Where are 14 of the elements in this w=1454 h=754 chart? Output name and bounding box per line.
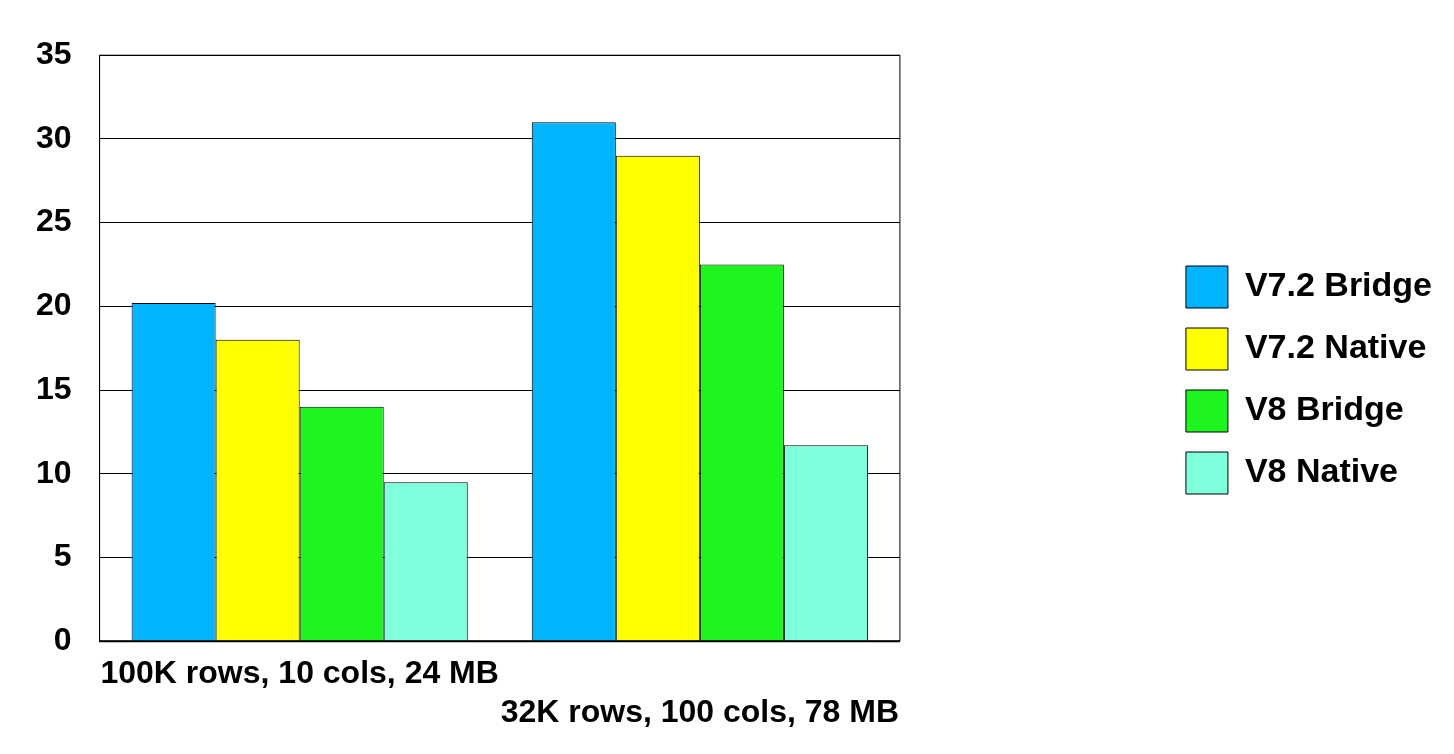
y-tick-label: 15 [36,369,72,406]
y-tick-label: 25 [36,202,72,239]
x-tick-label: 100K rows, 10 cols, 24 MB [100,654,499,691]
legend-label: V8 Bridge [1244,389,1404,428]
legend-label: V7.2 Bridge [1244,265,1433,304]
y-tick-label: 35 [36,35,72,72]
y-tick-label: 20 [36,286,72,323]
y-tick-label: 5 [53,537,72,574]
legend-label: V7.2 Native [1244,327,1427,366]
y-tick-label: 10 [36,453,72,490]
x-tick-label: 32K rows, 100 cols, 78 MB [500,692,900,729]
y-tick-label: 30 [36,118,72,155]
legend-label: V8 Native [1244,451,1399,490]
y-tick-label: 0 [53,621,72,658]
